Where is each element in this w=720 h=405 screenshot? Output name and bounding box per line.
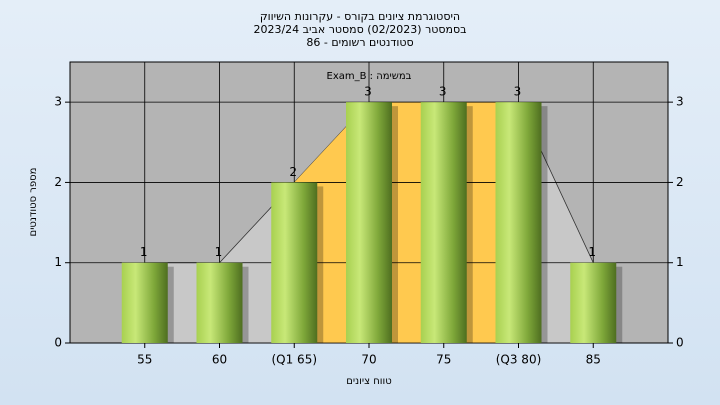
y2-tick-label: 0: [676, 336, 684, 350]
y2-tick-label: 2: [676, 175, 684, 189]
value-label: 1: [588, 245, 596, 259]
y-tick-label: 1: [54, 255, 62, 269]
x-tick-label: (Q3 80): [496, 353, 542, 367]
y-tick-label: 3: [54, 95, 62, 109]
value-label: 3: [364, 85, 372, 99]
y2-tick-label: 3: [676, 95, 684, 109]
y2-tick-label: 1: [676, 255, 684, 269]
y-tick-label: 2: [54, 175, 62, 189]
title-line: סטודנטים רשומים - 86: [306, 36, 413, 49]
y-axis-label: מספר סטודנטים: [28, 168, 39, 237]
bar: [121, 262, 168, 343]
value-label: 3: [514, 85, 522, 99]
x-tick-label: 60: [212, 353, 227, 367]
title-line: היסטוגרמת ציונים בקורס - עקרונות השיווק: [260, 10, 460, 23]
x-tick-label: 55: [137, 353, 152, 367]
bar: [420, 102, 467, 344]
x-tick-label: 85: [586, 353, 601, 367]
x-axis-label: טווח ציונים: [346, 376, 391, 387]
value-label: 1: [140, 245, 148, 259]
value-label: 1: [215, 245, 223, 259]
bar: [570, 262, 617, 343]
x-tick-label: 70: [361, 353, 376, 367]
x-tick-label: 75: [436, 353, 451, 367]
value-label: 3: [439, 85, 447, 99]
y-tick-label: 0: [54, 336, 62, 350]
value-label: 2: [289, 165, 297, 179]
bar: [271, 182, 318, 343]
title-line: בסמסטר (02/2023) סמסטר אביב 2023/24: [253, 23, 466, 36]
bar: [196, 262, 243, 343]
bar: [346, 102, 392, 344]
x-tick-label: (Q1 65): [271, 353, 317, 367]
bar: [495, 102, 542, 344]
legend-label: Exam_B : במשימה: [327, 71, 412, 82]
